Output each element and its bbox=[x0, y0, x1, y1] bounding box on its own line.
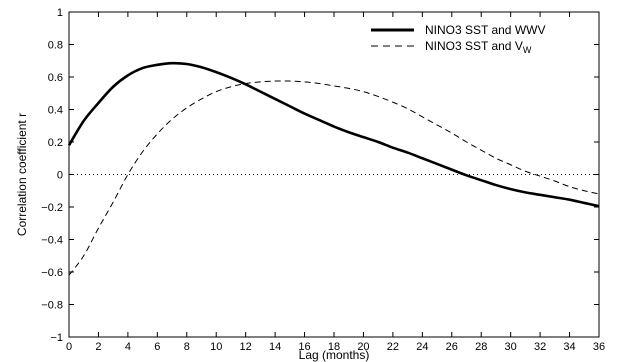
legend: NINO3 SST and WWV NINO3 SST and VW bbox=[371, 23, 545, 55]
y-tick-label: 0.6 bbox=[48, 72, 63, 84]
legend-label-vw-main: NINO3 SST and V bbox=[425, 39, 523, 53]
y-tick-label: 0.4 bbox=[48, 105, 63, 117]
legend-label-wwv: NINO3 SST and WWV bbox=[425, 23, 545, 37]
y-tick-label: −0.8 bbox=[41, 300, 63, 312]
x-tick-label: 6 bbox=[154, 341, 160, 353]
x-tick-label: 18 bbox=[328, 341, 340, 353]
y-tick-label: 1 bbox=[57, 7, 63, 19]
x-tick-label: 24 bbox=[416, 341, 428, 353]
series-line-wwv bbox=[67, 61, 600, 208]
y-tick-label: −0.6 bbox=[41, 267, 63, 279]
x-tick-label: 12 bbox=[240, 341, 252, 353]
axis-ticks-layer: 0 2 4 6 8 10 12 14 16 18 20 22 24 26 28 30 32 34 36−1−0.8−… bbox=[41, 7, 605, 353]
x-tick-label: 28 bbox=[475, 341, 487, 353]
x-tick-label: 14 bbox=[269, 341, 281, 353]
series-line-vw bbox=[68, 80, 600, 276]
x-tick-label: 16 bbox=[298, 341, 310, 353]
y-tick-label: 0 bbox=[57, 170, 63, 182]
series-layer bbox=[67, 61, 600, 276]
x-tick-label: 30 bbox=[505, 341, 517, 353]
x-tick-label: 26 bbox=[446, 341, 458, 353]
legend-label-vw-subscript: W bbox=[523, 45, 532, 55]
y-axis-title: Correlation coefficient r bbox=[15, 113, 29, 236]
x-axis-title: Lag (months) bbox=[299, 348, 370, 362]
x-tick-label: 4 bbox=[125, 341, 131, 353]
y-tick-label: 0.8 bbox=[48, 40, 63, 52]
x-tick-label: 10 bbox=[210, 341, 222, 353]
x-tick-label: 8 bbox=[184, 341, 190, 353]
x-tick-label: 0 bbox=[66, 341, 72, 353]
x-tick-label: 36 bbox=[593, 341, 605, 353]
x-tick-label: 32 bbox=[534, 341, 546, 353]
x-tick-label: 34 bbox=[563, 341, 575, 353]
legend-label-vw: NINO3 SST and VW bbox=[425, 39, 532, 55]
x-tick-label: 22 bbox=[387, 341, 399, 353]
x-tick-label: 20 bbox=[357, 341, 369, 353]
y-tick-label: −1 bbox=[50, 332, 63, 344]
y-tick-label: 0.2 bbox=[48, 137, 63, 149]
x-tick-label: 2 bbox=[95, 341, 101, 353]
y-tick-label: −0.4 bbox=[41, 235, 63, 247]
y-tick-label: −0.2 bbox=[41, 202, 63, 214]
